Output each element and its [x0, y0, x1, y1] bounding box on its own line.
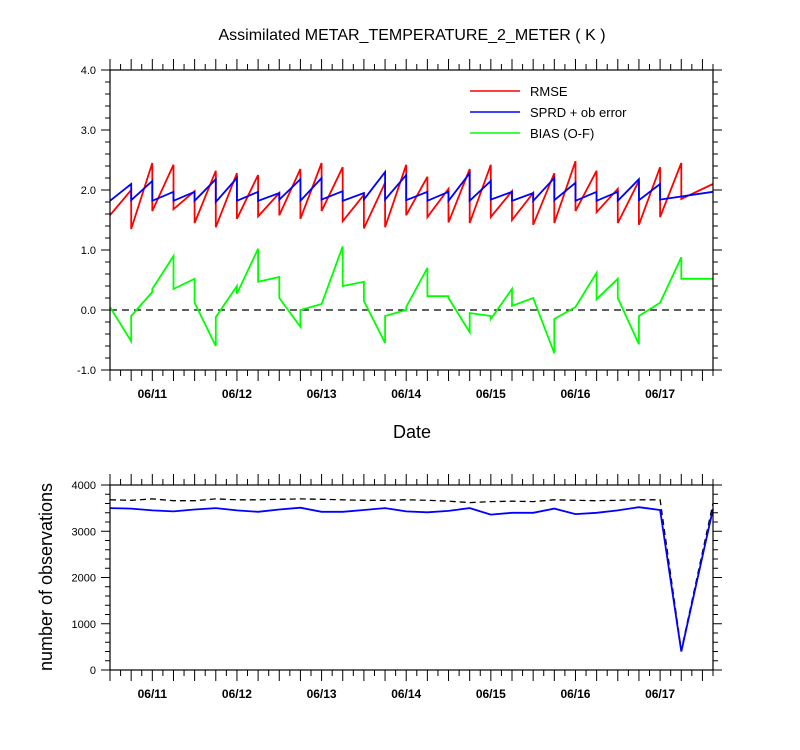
x-tick-label: 06/15 — [476, 387, 506, 401]
x-tick-label: 06/14 — [391, 387, 421, 401]
y-tick-label: 4.0 — [81, 65, 96, 77]
chart-title: Assimilated METAR_TEMPERATURE_2_METER ( … — [218, 27, 605, 44]
x-tick-label: 06/17 — [645, 687, 675, 701]
series-line-possible — [109, 498, 714, 651]
x-tick-label: 06/16 — [560, 687, 590, 701]
top-x-axis: 06/11 06/12 06/13 06/14 06/15 06/16 06/17 — [109, 59, 714, 401]
legend-label-sprd: SPRD + ob error — [530, 105, 627, 120]
series-line-bias-o-f — [109, 246, 713, 354]
y-tick-label: 4000 — [72, 480, 96, 492]
y-tick-label: 3000 — [72, 526, 96, 538]
y-tick-label: 1000 — [72, 619, 96, 631]
top-plot-frame — [109, 69, 714, 371]
bottom-x-axis: 06/11 06/12 06/13 06/14 06/15 06/16 06/17 — [109, 474, 714, 701]
top-chart: Assimilated METAR_TEMPERATURE_2_METER ( … — [77, 27, 722, 442]
x-tick-label: 06/11 — [138, 687, 168, 701]
x-tick-label: 06/15 — [476, 687, 506, 701]
y-tick-label: 0 — [90, 665, 96, 677]
legend-label-rmse: RMSE — [530, 84, 568, 99]
x-tick-label: 06/14 — [391, 687, 421, 701]
y-tick-label: 0.0 — [81, 305, 96, 317]
legend-label-bias: BIAS (O-F) — [530, 126, 594, 141]
x-axis-title: Date — [393, 422, 431, 442]
x-tick-label: 06/16 — [560, 387, 590, 401]
y-tick-label: 2000 — [72, 573, 96, 585]
x-tick-label: 06/12 — [222, 687, 252, 701]
bottom-y-axis: 0 1000 2000 3000 4000 — [72, 480, 722, 677]
x-tick-label: 06/12 — [222, 387, 252, 401]
x-tick-label: 06/13 — [307, 687, 337, 701]
y-tick-label: 3.0 — [81, 125, 96, 137]
bottom-plot-area — [109, 498, 714, 652]
y-tick-label: 1.0 — [81, 245, 96, 257]
y-tick-label: -1.0 — [77, 365, 96, 377]
x-tick-label: 06/13 — [307, 387, 337, 401]
series-line-sprd-ob-error — [109, 169, 714, 205]
series-line-assimilated — [109, 506, 714, 652]
top-y-axis: -1.0 0.0 1.0 2.0 3.0 4.0 — [77, 65, 722, 377]
x-tick-label: 06/17 — [645, 387, 675, 401]
legend: RMSE SPRD + ob error BIAS (O-F) — [470, 84, 627, 141]
y-tick-label: 2.0 — [81, 185, 96, 197]
bottom-plot-frame — [109, 484, 714, 671]
x-tick-label: 06/11 — [138, 387, 168, 401]
y-axis-title: number of observations — [36, 483, 56, 671]
top-plot-area — [109, 160, 714, 354]
